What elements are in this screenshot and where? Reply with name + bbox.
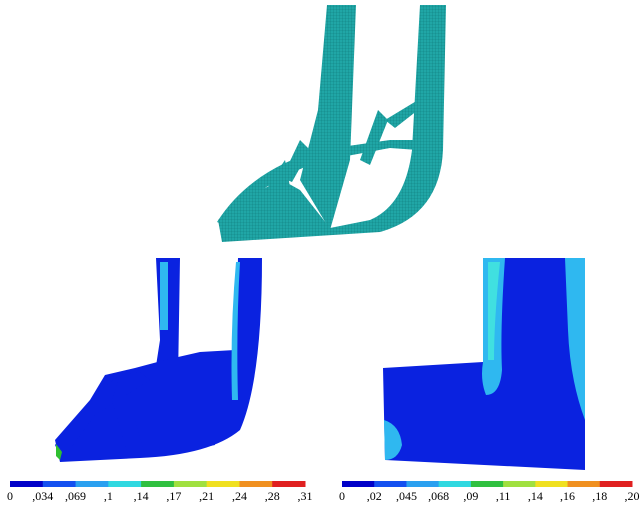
- colorbar-segment: [600, 481, 633, 487]
- colorbars: 0 ,034 ,069 ,1 ,14 ,17 ,21 ,24 ,28 ,31 0 ,02 ,045 ,06…: [7, 481, 640, 503]
- colorbar-label: ,21: [199, 489, 214, 503]
- colorbar-label: ,31: [298, 489, 313, 503]
- colorbar-label: ,02: [367, 489, 382, 503]
- figure: 0 ,034 ,069 ,1 ,14 ,17 ,21 ,24 ,28 ,31 0 ,02 ,045 ,06…: [0, 0, 643, 511]
- colorbar-segment: [439, 481, 472, 487]
- colorbar-label: 0: [7, 489, 13, 503]
- colorbar-segment: [342, 481, 375, 487]
- colorbar-label: ,034: [32, 489, 53, 503]
- colorbar-segment: [535, 481, 568, 487]
- colorbar-segment: [207, 481, 240, 487]
- colorbar-label: ,045: [396, 489, 417, 503]
- colorbar-segment: [43, 481, 76, 487]
- colorbar-label: ,16: [560, 489, 575, 503]
- colorbar-segment: [471, 481, 504, 487]
- colorbar-label: ,14: [134, 489, 149, 503]
- stress-plot-right: [383, 258, 585, 470]
- colorbar-segment: [568, 481, 601, 487]
- colorbar-segment: [141, 481, 174, 487]
- colorbar-segment: [76, 481, 109, 487]
- colorbar-label: ,069: [65, 489, 86, 503]
- colorbar-label: ,17: [166, 489, 181, 503]
- colorbar-label: ,1: [104, 489, 113, 503]
- colorbar-label: ,11: [496, 489, 511, 503]
- mesh-structure: [217, 5, 446, 242]
- colorbar-label: ,09: [463, 489, 478, 503]
- colorbar-label: ,20: [625, 489, 640, 503]
- colorbar-segment: [108, 481, 141, 487]
- colorbar-segment: [503, 481, 536, 487]
- colorbar-segment: [406, 481, 439, 487]
- colorbar-segment: [239, 481, 272, 487]
- colorbar-label: 0: [339, 489, 345, 503]
- colorbar-segment: [174, 481, 207, 487]
- colorbar-label: ,18: [592, 489, 607, 503]
- colorbar-label: ,14: [528, 489, 543, 503]
- stress-plot-left: [55, 258, 262, 462]
- colorbar-label: ,28: [265, 489, 280, 503]
- colorbar-segment: [272, 481, 305, 487]
- colorbar-segment: [374, 481, 407, 487]
- colorbar-label: ,068: [428, 489, 449, 503]
- colorbar-label: ,24: [232, 489, 247, 503]
- colorbar-segment: [10, 481, 43, 487]
